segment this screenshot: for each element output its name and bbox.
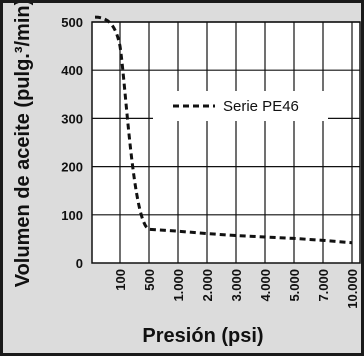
y-tick-label: 300 [61,111,83,126]
y-tick-label: 500 [61,15,83,30]
series-line [94,15,353,245]
plot-area [91,21,361,264]
x-tick-label: 10.000 [345,269,360,309]
x-tick-label: 4.000 [258,269,273,302]
y-tick-label: 200 [61,160,83,175]
legend-label: Serie PE46 [223,98,299,115]
x-tick-label: 100 [113,269,128,291]
x-tick-label: 3.000 [229,269,244,302]
x-tick-label: 2.000 [200,269,215,302]
x-tick-label: 7.000 [316,269,331,302]
y-axis-title: Volumen de aceite (pulg.³/min) [12,3,34,287]
grid-lines [92,21,360,263]
legend-box [153,91,328,121]
y-tick-label: 400 [61,63,83,78]
legend: Serie PE46 [153,91,328,121]
y-tick-label: 100 [61,208,83,223]
y-tick-labels: 0 100 200 300 400 500 [61,15,83,271]
x-tick-label: 500 [142,269,157,291]
x-tick-label: 5.000 [287,269,302,302]
y-tick-label: 0 [76,256,83,271]
series-layer [94,15,353,245]
x-tick-labels: 100 500 1.000 2.000 3.000 4.000 5.000 7.000 10.0… [113,269,360,309]
chart-svg: 0 100 200 300 400 500 100 500 1.000 2.000 3.000 4.… [12,3,361,347]
x-tick-label: 1.000 [171,269,186,302]
x-axis-title: Presión (psi) [142,325,263,347]
